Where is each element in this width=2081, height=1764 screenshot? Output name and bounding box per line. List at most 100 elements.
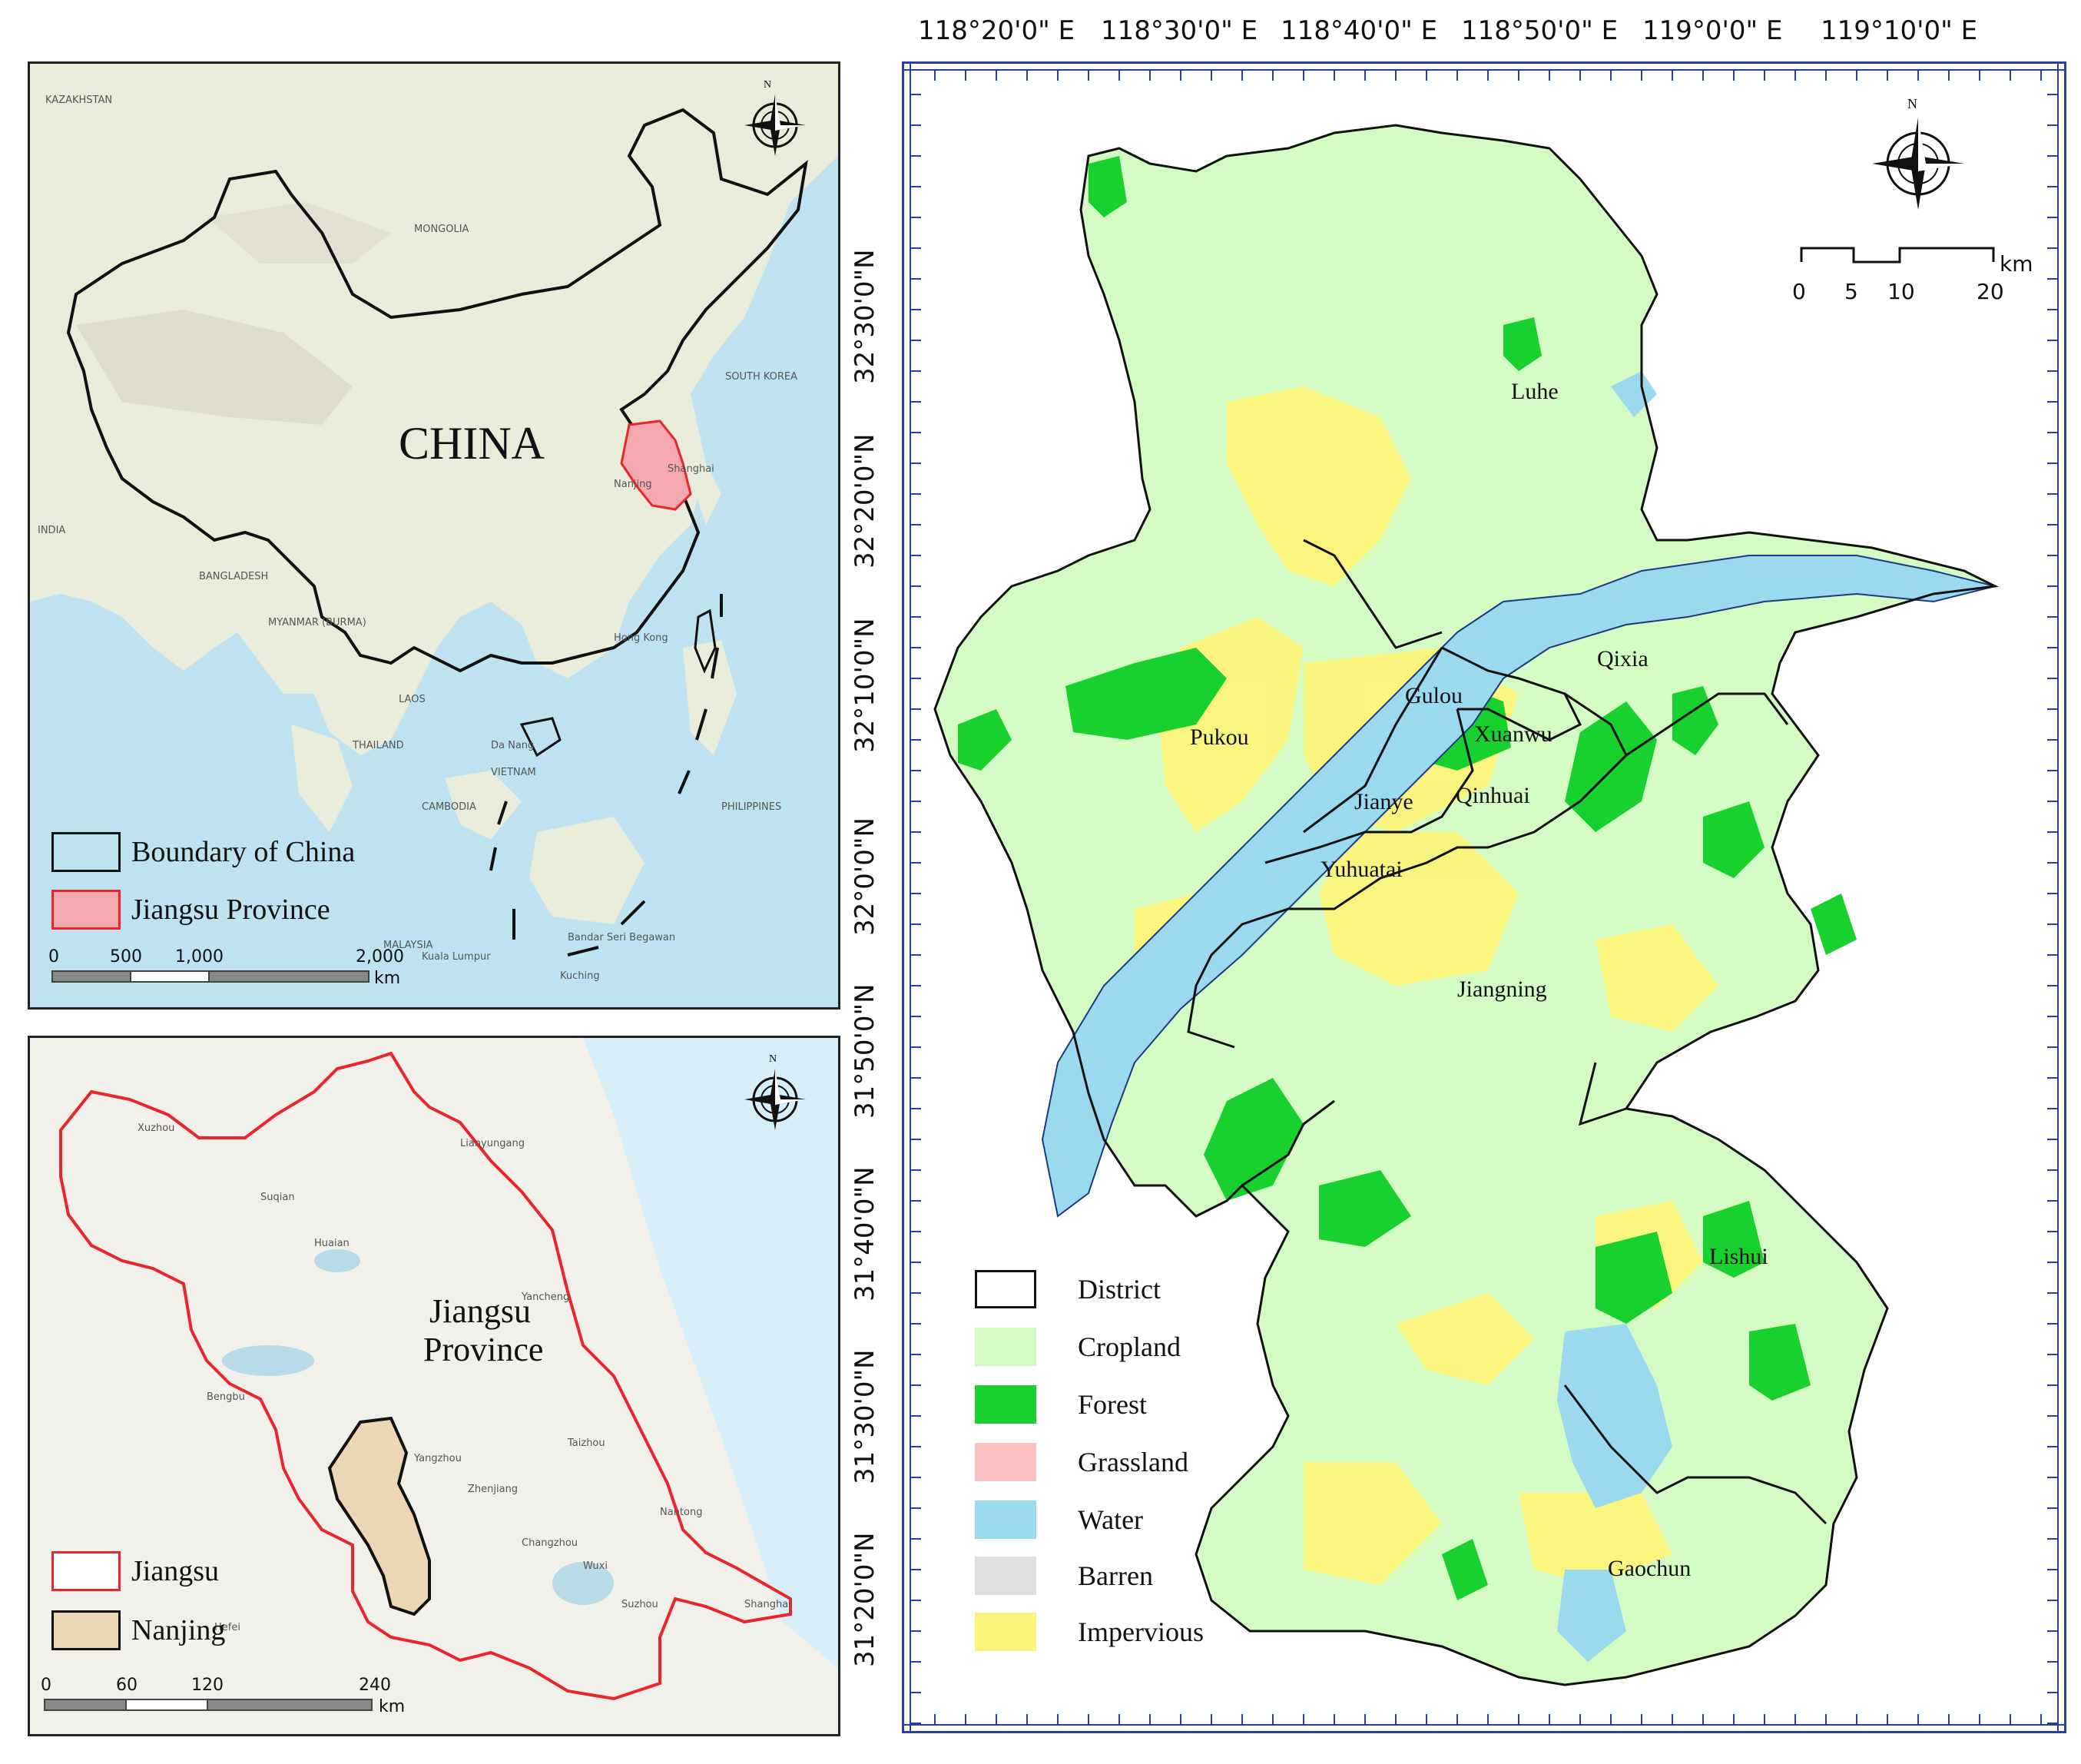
place-label: Kuala Lumpur xyxy=(422,951,491,963)
legend-item-nanjing: Nanjing xyxy=(51,1610,225,1650)
scale-tick: 0 xyxy=(41,1676,51,1695)
place-label: Changzhou xyxy=(522,1537,578,1549)
lon-label: 118°50'0" E xyxy=(1461,15,1619,46)
district-label-yuhuatai: Yuhuatai xyxy=(1321,857,1403,882)
legend-swatch xyxy=(975,1385,1036,1424)
place-label: THAILAND xyxy=(353,740,404,751)
legend-item-jiangsu: Jiangsu Province xyxy=(51,890,330,930)
place-label: CAMBODIA xyxy=(422,801,476,813)
north-arrow-icon xyxy=(744,94,806,156)
legend-item-china-boundary: Boundary of China xyxy=(51,832,355,872)
legend-label: Cropland xyxy=(1078,1331,1181,1362)
jiangsu-boundary xyxy=(59,1051,792,1701)
scale-tick: 60 xyxy=(116,1676,138,1695)
jiangsu-map-canvas xyxy=(30,1038,838,1734)
north-label: N xyxy=(764,79,772,91)
legend-item-jiangsu: Jiangsu xyxy=(51,1551,219,1591)
place-label: VIETNAM xyxy=(491,767,536,778)
legend-item-grassland: Grassland xyxy=(975,1443,1188,1481)
place-label: Huaian xyxy=(314,1238,350,1249)
district-boundaries xyxy=(933,124,2000,1686)
place-label: Hong Kong xyxy=(614,632,668,644)
legend-label: Jiangsu Province xyxy=(131,894,330,926)
lat-label: 32°20'0"N xyxy=(850,433,880,569)
place-label: MALAYSIA xyxy=(383,940,433,951)
legend-item-district: District xyxy=(975,1270,1161,1308)
district-label-jiangning: Jiangning xyxy=(1457,976,1547,1002)
legend-item-barren: Barren xyxy=(975,1557,1153,1595)
jiangsu-highlight xyxy=(620,419,692,511)
place-label: Bengbu xyxy=(207,1391,245,1403)
yangtze-river xyxy=(1041,555,1996,1218)
place-label: MONGOLIA xyxy=(414,224,469,235)
scale-bar: 0 500 1,000 2,000 km xyxy=(48,947,404,993)
legend-swatch xyxy=(975,1270,1036,1308)
district-label-gulou: Gulou xyxy=(1405,683,1463,708)
place-label: Xuzhou xyxy=(138,1122,175,1134)
lat-label: 32°0'0"N xyxy=(850,817,880,936)
lon-label: 118°20'0" E xyxy=(918,15,1075,46)
district-label-lishui: Lishui xyxy=(1709,1244,1768,1269)
district-label-xuanwu: Xuanwu xyxy=(1474,721,1552,747)
legend-swatch xyxy=(975,1500,1036,1539)
scale-tick: 240 xyxy=(359,1676,391,1695)
scale-unit: km xyxy=(379,1697,406,1716)
legend-swatch xyxy=(975,1443,1036,1481)
place-label: MYANMAR (BURMA) xyxy=(268,617,366,628)
legend-item-water: Water xyxy=(975,1500,1143,1539)
place-label: Kuching xyxy=(560,970,600,982)
scale-tick: 2,000 xyxy=(356,947,404,967)
north-label: N xyxy=(1907,96,1917,111)
china-overview-map: KAZAKHSTAN MONGOLIA INDIA BANGLADESH MYA… xyxy=(28,61,840,1010)
legend-label: Water xyxy=(1078,1504,1144,1535)
district-label-qixia: Qixia xyxy=(1597,646,1649,671)
scale-tick: 20 xyxy=(1977,279,2004,304)
place-label: Shanghai xyxy=(668,463,714,475)
legend-label: Nanjing xyxy=(131,1614,226,1646)
scale-bar xyxy=(1800,247,1995,264)
place-label: SOUTH KOREA xyxy=(725,371,798,383)
place-label: Suqian xyxy=(260,1192,295,1203)
scale-tick: 5 xyxy=(1844,279,1858,304)
legend-item-forest: Forest xyxy=(975,1385,1147,1424)
district-label-luhe: Luhe xyxy=(1511,379,1559,404)
place-label: INDIA xyxy=(38,525,66,536)
scale-tick: 120 xyxy=(191,1676,224,1695)
province-label-line1: Jiangsu xyxy=(429,1292,531,1330)
place-label: Suzhou xyxy=(621,1599,658,1610)
lon-label: 118°40'0" E xyxy=(1281,15,1438,46)
lat-label: 31°50'0"N xyxy=(850,983,880,1119)
district-label-pukou: Pukou xyxy=(1190,724,1249,750)
place-label: Hefei xyxy=(214,1622,240,1633)
scale-tick: 1,000 xyxy=(175,947,224,967)
legend-label: Jiangsu xyxy=(131,1555,219,1587)
place-label: KAZAKHSTAN xyxy=(45,94,113,106)
legend-label: Grassland xyxy=(1078,1447,1188,1477)
place-label: BANGLADESH xyxy=(199,571,269,582)
nanjing-region xyxy=(327,1416,431,1616)
china-map-canvas xyxy=(30,64,838,1007)
scale-bar: 0 60 120 240 km xyxy=(41,1676,440,1722)
place-label: Nantong xyxy=(660,1507,703,1518)
legend-swatch xyxy=(975,1613,1036,1651)
lon-label: 119°0'0" E xyxy=(1642,15,1783,46)
place-label: Nanjing xyxy=(614,479,652,490)
lon-label: 118°30'0" E xyxy=(1101,15,1258,46)
legend-item-impervious: Impervious xyxy=(975,1613,1204,1651)
lat-label: 31°30'0"N xyxy=(850,1349,880,1484)
china-label: CHINA xyxy=(399,418,545,469)
legend-swatch xyxy=(51,832,121,872)
scale-tick: 10 xyxy=(1887,279,1915,304)
place-label: Zhenjiang xyxy=(468,1484,519,1495)
legend-label: Impervious xyxy=(1078,1616,1204,1647)
legend-swatch xyxy=(51,1610,121,1650)
place-label: Wuxi xyxy=(583,1560,608,1572)
north-arrow-icon xyxy=(1872,118,1964,210)
place-label: LAOS xyxy=(399,694,426,705)
legend-swatch xyxy=(51,1551,121,1591)
lat-label: 31°40'0"N xyxy=(850,1166,880,1301)
jiangsu-overview-map: Xuzhou Huaian Yancheng Yangzhou Taizhou … xyxy=(28,1036,840,1736)
district-label-gaochun: Gaochun xyxy=(1608,1556,1692,1581)
place-label: Yancheng xyxy=(522,1292,570,1303)
lon-label: 119°10'0" E xyxy=(1821,15,1978,46)
